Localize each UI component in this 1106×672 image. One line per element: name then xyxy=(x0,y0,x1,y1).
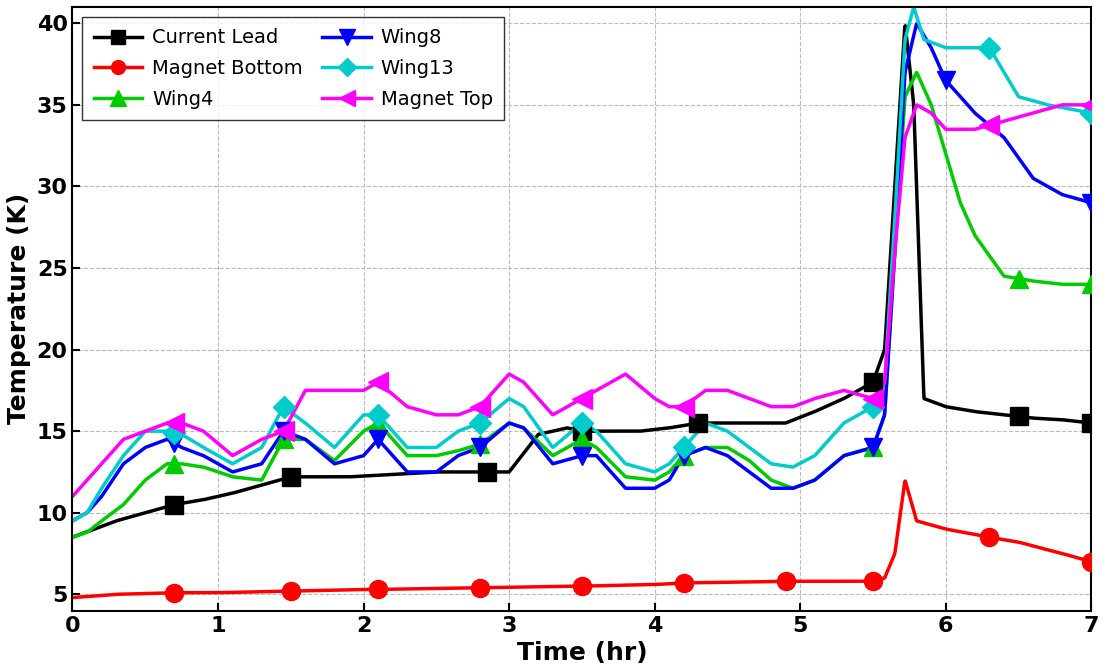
X-axis label: Time (hr): Time (hr) xyxy=(517,641,647,665)
Legend: Current Lead, Magnet Bottom, Wing4, Wing8, Wing13, Magnet Top: Current Lead, Magnet Bottom, Wing4, Wing… xyxy=(82,17,504,120)
Y-axis label: Temperature (K): Temperature (K) xyxy=(7,193,31,425)
